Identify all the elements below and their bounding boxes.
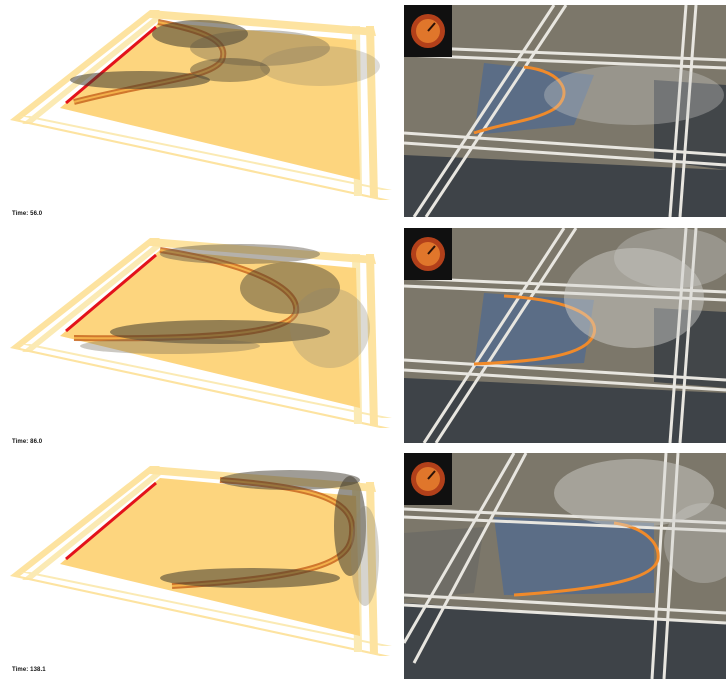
aerial-photo-image-3 (404, 453, 726, 679)
simulation-render-2 (10, 238, 392, 428)
comparison-row-2: Time: 86.0 (0, 228, 726, 453)
ignition-line (65, 25, 157, 105)
simulation-panel-3: Time: 138.1 (0, 456, 400, 681)
aerial-photo-2 (404, 228, 726, 443)
time-label: Time: 86.0 (12, 439, 43, 445)
aerial-photo-3 (404, 453, 726, 679)
aerial-photo-image-1 (404, 5, 726, 217)
time-label: Time: 138.1 (12, 667, 46, 673)
gauge-icon (404, 5, 452, 57)
fire-line (473, 65, 566, 135)
burn-plot (60, 478, 360, 636)
simulation-panel-2: Time: 86.0 (0, 228, 400, 453)
comparison-row-1: Time: 56.0 (0, 0, 726, 225)
smoke-plume (80, 244, 370, 368)
plot-tracks (10, 466, 392, 656)
simulation-render-3 (10, 466, 392, 656)
simulation-render-1 (10, 10, 392, 200)
aerial-photo-1 (404, 5, 726, 217)
time-label: Time: 56.0 (12, 211, 43, 217)
burn-plot (60, 22, 360, 180)
gauge-icon (404, 453, 452, 505)
fire-line (473, 294, 597, 366)
comparison-row-3: Time: 138.1 (0, 453, 726, 681)
ignition-line (65, 481, 157, 561)
smoke-plume (70, 20, 380, 89)
ignition-line (65, 253, 157, 333)
fire-line (513, 521, 660, 597)
smoke-plume (160, 470, 379, 606)
aerial-photo-image-2 (404, 228, 726, 443)
gauge-icon (404, 228, 452, 280)
simulation-panel-1: Time: 56.0 (0, 0, 400, 225)
